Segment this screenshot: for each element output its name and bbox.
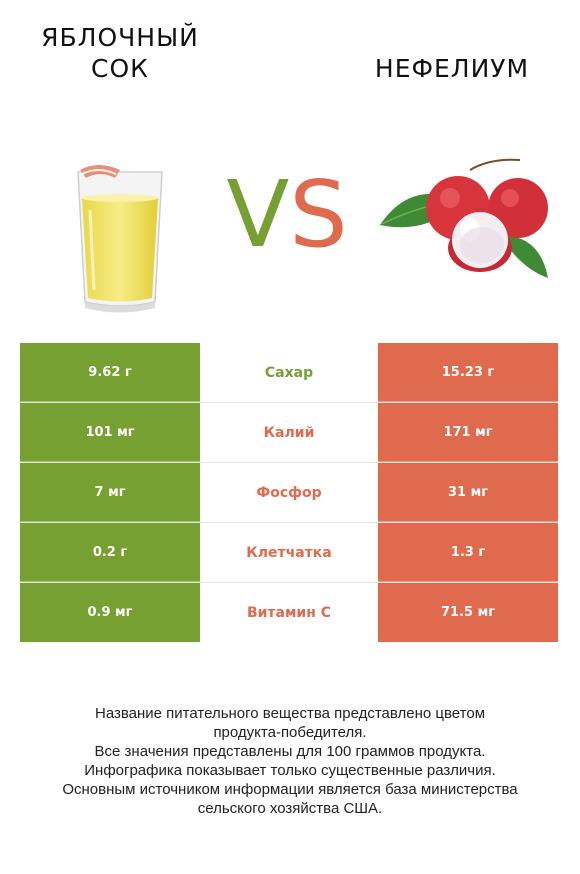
footer-line: Основным источником информации является … (62, 781, 518, 798)
left-value-cell: 0.2 г (20, 523, 200, 582)
nutrient-name-cell: Сахар (200, 343, 378, 402)
right-value-cell: 71.5 мг (378, 583, 558, 642)
table-row: 9.62 г Сахар 15.23 г (20, 343, 558, 403)
apple-juice-glass-image (77, 165, 163, 313)
right-product-title: НЕФЕЛИУМ (374, 54, 530, 83)
vs-letter-s: S (289, 161, 348, 268)
footer-line: Название питательного вещества представл… (94, 705, 486, 722)
left-product-title: ЯБЛОЧНЫЙ СОК (20, 22, 220, 84)
right-value-cell: 1.3 г (378, 523, 558, 582)
footer-line: продукта-победителя. (213, 724, 367, 741)
right-value-cell: 31 мг (378, 463, 558, 522)
right-value-cell: 15.23 г (378, 343, 558, 402)
left-value-cell: 7 мг (20, 463, 200, 522)
left-value-cell: 101 мг (20, 403, 200, 462)
nutrient-name-cell: Клетчатка (200, 523, 378, 582)
footer-line: Инфографика показывает только существенн… (84, 762, 496, 779)
table-row: 101 мг Калий 171 мг (20, 403, 558, 463)
left-value-cell: 0.9 мг (20, 583, 200, 642)
vs-letter-v: V (226, 161, 290, 268)
table-row: 0.9 мг Витамин C 71.5 мг (20, 583, 558, 643)
footer-line: Все значения представлены для 100 граммо… (94, 743, 486, 760)
left-title-line2: СОК (91, 54, 149, 83)
table-row: 7 мг Фосфор 31 мг (20, 463, 558, 523)
vs-label: VS (222, 165, 352, 265)
footer-line: сельского хозяйства США. (197, 800, 383, 817)
left-title-line1: ЯБЛОЧНЫЙ (41, 23, 199, 52)
table-row: 0.2 г Клетчатка 1.3 г (20, 523, 558, 583)
left-value-cell: 9.62 г (20, 343, 200, 402)
nutrient-name-cell: Калий (200, 403, 378, 462)
footer-notes: Название питательного вещества представл… (20, 704, 560, 818)
nutrient-name-cell: Витамин C (200, 583, 378, 642)
lychee-image (380, 158, 548, 278)
right-value-cell: 171 мг (378, 403, 558, 462)
nutrient-name-cell: Фосфор (200, 463, 378, 522)
comparison-table: 9.62 г Сахар 15.23 г 101 мг Калий 171 мг… (20, 343, 558, 643)
